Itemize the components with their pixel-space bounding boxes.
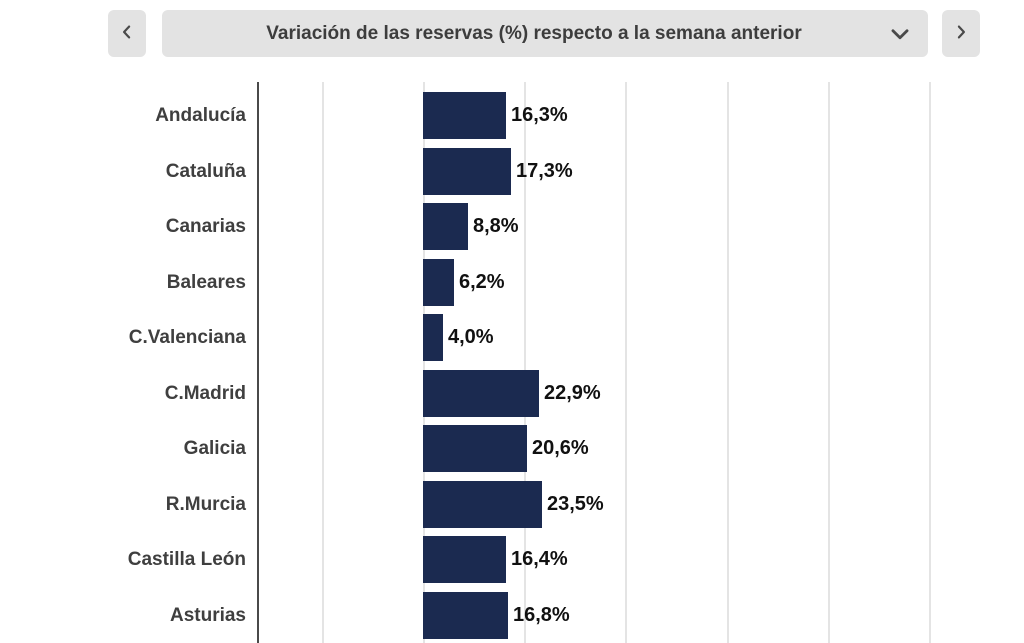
bar[interactable] bbox=[423, 147, 511, 195]
chart-row: Baleares 6,2% bbox=[0, 255, 1024, 310]
gridline bbox=[929, 82, 932, 643]
category-label: C.Madrid bbox=[164, 382, 246, 404]
chart-row: Andalucía 16,3% bbox=[0, 88, 1024, 143]
gridline bbox=[828, 82, 831, 643]
value-label: 23,5% bbox=[547, 492, 604, 515]
value-label: 16,3% bbox=[511, 104, 568, 126]
chart-row: Galicia 20,6% bbox=[0, 421, 1024, 476]
chart-row: Cataluña 17,3% bbox=[0, 144, 1024, 199]
value-label: 16,8% bbox=[513, 603, 570, 626]
category-label: Asturias bbox=[169, 604, 246, 626]
chevron-right-icon bbox=[951, 22, 971, 45]
bar[interactable] bbox=[423, 314, 443, 361]
bar[interactable] bbox=[423, 369, 539, 417]
value-label: 6,2% bbox=[459, 270, 505, 293]
chevron-left-icon bbox=[117, 22, 137, 45]
category-axis-line bbox=[257, 82, 259, 643]
prev-chart-button[interactable] bbox=[108, 10, 146, 57]
chart-row: Asturias 16,8% bbox=[0, 588, 1024, 643]
category-label: R.Murcia bbox=[165, 493, 246, 515]
gridline bbox=[524, 82, 527, 643]
chart-row: R.Murcia 23,5% bbox=[0, 477, 1024, 532]
gridline bbox=[422, 82, 425, 643]
category-label: Canarias bbox=[165, 216, 246, 237]
category-label: Andalucía bbox=[155, 105, 246, 126]
value-label: 22,9% bbox=[544, 381, 601, 404]
dropdown-selected-label: Variación de las reservas (%) respecto a… bbox=[266, 22, 802, 44]
category-label: Cataluña bbox=[165, 160, 246, 182]
value-label: 17,3% bbox=[516, 159, 573, 182]
chart-selector-dropdown[interactable]: Variación de las reservas (%) respecto a… bbox=[162, 10, 928, 57]
bar[interactable] bbox=[423, 425, 527, 472]
bar-chart: Andalucía 16,3% Cataluña 17,3% Canarias 8,8% B… bbox=[0, 82, 1024, 643]
value-label: 4,0% bbox=[448, 326, 494, 348]
gridline bbox=[625, 82, 628, 643]
bar[interactable] bbox=[423, 536, 506, 583]
category-label: C.Valenciana bbox=[128, 327, 246, 348]
bar[interactable] bbox=[423, 480, 542, 528]
bar[interactable] bbox=[423, 203, 468, 250]
bar[interactable] bbox=[423, 258, 454, 306]
chevron-down-icon bbox=[872, 21, 928, 47]
chart-row: Castilla León 16,4% bbox=[0, 532, 1024, 587]
bar[interactable] bbox=[423, 92, 506, 139]
chart-row: C.Madrid 22,9% bbox=[0, 366, 1024, 421]
chart-row: Canarias 8,8% bbox=[0, 199, 1024, 254]
category-label: Galicia bbox=[183, 438, 246, 459]
gridline bbox=[726, 82, 729, 643]
next-chart-button[interactable] bbox=[942, 10, 980, 57]
value-label: 8,8% bbox=[473, 215, 519, 237]
chart-row: C.Valenciana 4,0% bbox=[0, 310, 1024, 365]
category-label: Castilla León bbox=[127, 549, 246, 570]
gridline bbox=[321, 82, 324, 643]
category-label: Baleares bbox=[166, 271, 246, 293]
value-label: 20,6% bbox=[532, 437, 589, 459]
value-label: 16,4% bbox=[511, 548, 568, 570]
bar[interactable] bbox=[423, 591, 508, 639]
